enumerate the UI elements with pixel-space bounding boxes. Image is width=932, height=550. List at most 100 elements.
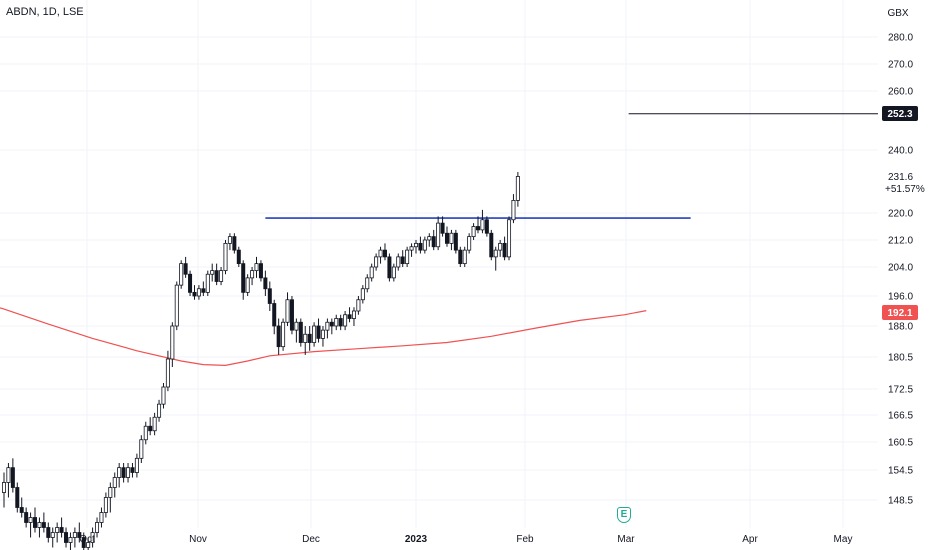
price-tick-label: 154.5 [888,466,913,477]
candle-body [462,249,467,265]
candle-body [112,477,117,488]
candle-body [374,256,379,268]
candle-body [165,358,170,388]
price-tick-label: 220.0 [888,209,913,220]
moving-average-line [0,307,647,367]
candle-body [95,522,100,533]
candle-body [205,273,210,293]
candle-body [55,527,60,533]
candle-body [37,522,42,528]
candle-body [502,242,507,258]
price-tick-label: 204.0 [888,263,913,274]
candle-body [59,527,64,533]
candle-body [258,263,263,279]
price-axis[interactable]: 148.5 154.5 160.5 166.5 172.5 180.5 188.0 196.0… [888,33,913,507]
candle-body [68,537,73,543]
candle-body [223,242,228,272]
candle-body [188,273,193,293]
candle-body [210,270,215,275]
candle-body [351,310,356,319]
time-tick-label: Feb [516,534,534,545]
candle-body [99,512,104,523]
candle-body [10,467,15,488]
time-axis[interactable]: Oct Nov Dec 2023 Feb Mar Apr May [79,534,852,545]
candle-body [28,517,33,523]
time-tick-label: Dec [302,534,320,545]
candle-body [134,457,139,473]
candle-body [294,321,299,331]
candle-body [41,522,46,528]
candle-body [498,242,503,251]
candle-body [431,236,436,248]
candle-body [170,325,175,360]
line-value-badge: 252.3 [882,106,918,121]
price-tick-label: 188.0 [888,322,913,333]
symbol-label[interactable]: ABDN, 1D, LSE [6,6,84,18]
candle-body [365,277,370,290]
time-tick-label: Mar [617,534,635,545]
candle-body [179,263,184,286]
price-tick-label: 270.0 [888,60,913,71]
last-price-label: 231.6 +51.57% [885,172,925,195]
candle-body [387,256,392,279]
candle-body [507,219,512,258]
candle-body [489,232,494,258]
currency-label: GBX [887,8,908,19]
candle-body [272,303,277,327]
candle-body [90,532,95,543]
candle-body [263,277,268,290]
candle-body [33,517,38,528]
time-tick-label: Oct [79,534,95,545]
price-tick-label: 180.5 [888,353,913,364]
ma-value-text: 192.1 [887,308,912,319]
candle-body [174,284,179,327]
candle-body [143,425,148,441]
candle-body [515,176,520,201]
candle-body [139,439,144,459]
candle-body [126,467,131,478]
candle-body [152,416,157,432]
price-tick-label: 212.0 [888,236,913,247]
candle-body [338,318,343,327]
time-tick-label: 2023 [405,534,428,545]
candle-body [440,222,445,234]
candle-body [15,487,20,508]
price-tick-label: 172.5 [888,385,913,396]
candle-body [356,299,361,312]
candle-body [391,266,396,279]
candle-body [161,386,166,405]
candle-body [400,256,405,265]
price-tick-label: 280.0 [888,33,913,44]
price-tick-label: 166.5 [888,411,913,422]
candle-body [382,249,387,258]
candle-body [121,467,126,478]
candle-body [405,249,410,265]
candle-body [130,467,135,473]
candle-body [467,236,472,251]
line-value-text: 252.3 [887,109,912,120]
candle-body [46,527,51,538]
candle-body [329,321,334,327]
time-tick-label: Nov [189,534,207,545]
candles [2,172,520,550]
candle-body [458,249,463,265]
candle-body [285,299,290,323]
candle-body [427,236,432,241]
candle-body [360,288,365,301]
candle-body [471,226,476,238]
candle-body [320,329,325,339]
candle-body [307,333,312,343]
candle-body [232,236,237,251]
candle-body [77,532,82,538]
candle-body [347,314,352,319]
candle-body [422,239,427,251]
earnings-e-icon[interactable]: E [617,507,631,523]
candle-body [86,542,91,548]
candle-body [312,325,317,343]
candle-body [484,219,489,234]
candle-body [148,425,153,432]
price-tick-label: 196.0 [888,292,913,303]
candle-body [24,512,29,523]
time-grid-lines [86,0,844,528]
